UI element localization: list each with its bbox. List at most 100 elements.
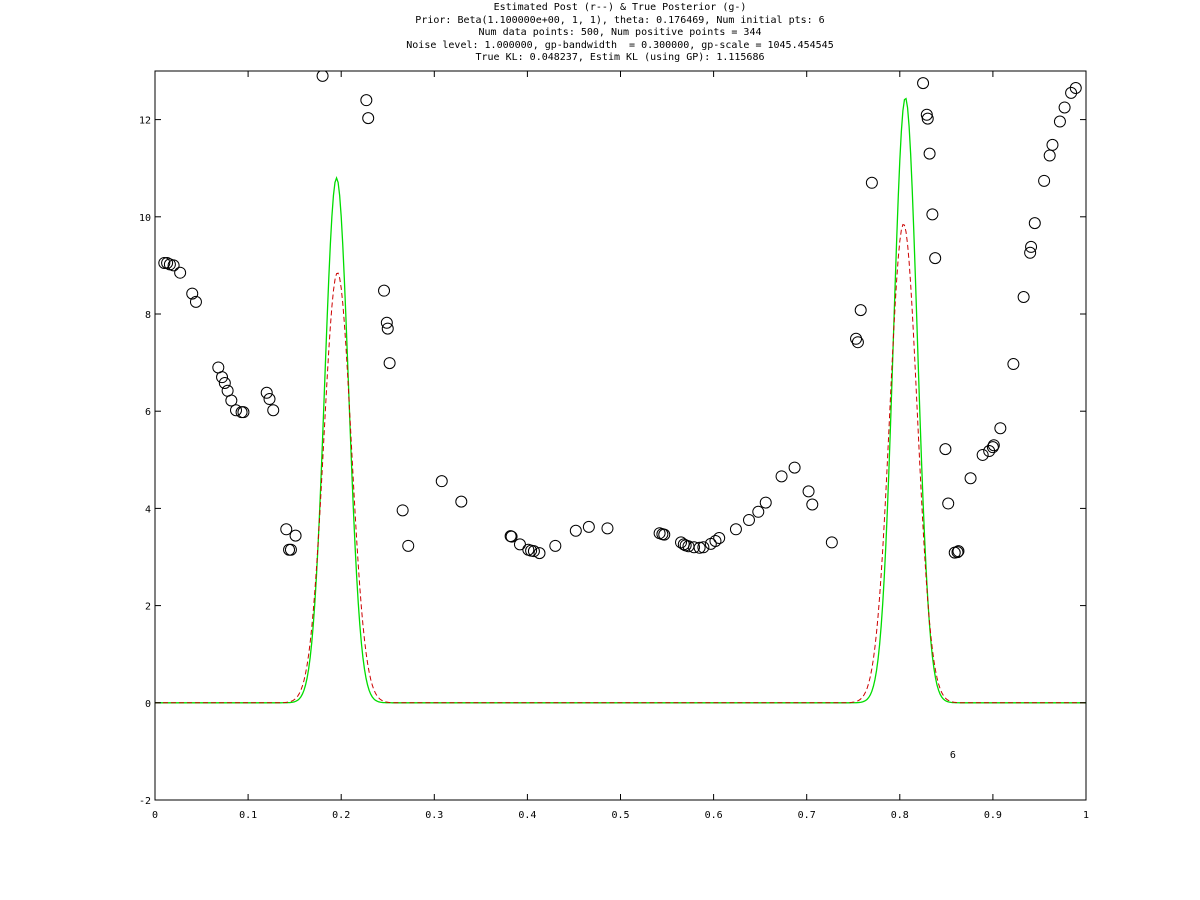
- data-point: [533, 547, 546, 560]
- data-point: [752, 505, 765, 518]
- data-point: [709, 534, 722, 547]
- data-point: [225, 394, 238, 407]
- data-point: [729, 523, 742, 536]
- data-point: [986, 441, 999, 454]
- data-point: [920, 108, 933, 121]
- data-point: [260, 386, 273, 399]
- data-point: [788, 461, 801, 474]
- x-tick-label: 0.8: [891, 810, 909, 821]
- x-tick-label: 0.5: [611, 810, 629, 821]
- data-point: [396, 504, 409, 517]
- data-point: [865, 176, 878, 189]
- chart-title-line-5: True KL: 0.048237, Estim KL (using GP): …: [475, 52, 765, 64]
- data-point: [360, 94, 373, 107]
- x-tick-label: 0: [152, 810, 158, 821]
- data-point: [917, 77, 930, 90]
- data-point: [1069, 82, 1082, 95]
- chart-title-line-3: Num data points: 500, Num positive point…: [478, 27, 762, 39]
- y-tick-label: 4: [145, 504, 151, 515]
- data-point: [455, 495, 468, 508]
- data-point: [854, 304, 867, 317]
- estimated-posterior-line: [155, 223, 1086, 704]
- data-point: [402, 539, 415, 552]
- plot-layer: [155, 71, 1086, 704]
- data-point: [802, 485, 815, 498]
- data-point: [697, 541, 710, 554]
- y-tick-label: 6: [145, 407, 151, 418]
- data-point: [775, 470, 788, 483]
- x-tick-label: 1: [1083, 810, 1089, 821]
- x-tick-label: 0.3: [425, 810, 443, 821]
- data-point: [693, 541, 706, 554]
- x-tick-label: 0.1: [239, 810, 257, 821]
- data-point: [1017, 290, 1030, 303]
- data-point: [964, 472, 977, 485]
- y-tick-label: -2: [139, 796, 151, 807]
- data-point: [688, 541, 701, 554]
- data-point: [527, 545, 540, 558]
- data-point: [1028, 217, 1041, 230]
- data-point: [218, 377, 231, 390]
- data-point: [263, 393, 276, 406]
- y-tick-label: 8: [145, 310, 151, 321]
- data-point: [267, 404, 280, 417]
- data-point: [1065, 86, 1078, 99]
- data-point: [942, 497, 955, 510]
- data-point: [1024, 246, 1037, 259]
- data-point: [851, 336, 864, 349]
- data-point: [505, 530, 518, 543]
- data-point: [582, 520, 595, 533]
- data-point: [1007, 358, 1020, 371]
- data-point: [850, 332, 863, 345]
- data-point: [362, 112, 375, 125]
- data-point: [987, 439, 1000, 452]
- data-point: [923, 147, 936, 160]
- data-point: [189, 295, 202, 308]
- data-point: [976, 448, 989, 461]
- data-point: [806, 498, 819, 511]
- data-point: [742, 514, 755, 527]
- y-tick-label: 10: [139, 213, 151, 224]
- axes-layer: 0 0.1 0.2 0.3 0.4 0.5 0.6 0.7 0.8 0.9 1-2024681012…: [139, 70, 1089, 821]
- data-point: [926, 208, 939, 221]
- data-point: [513, 538, 526, 551]
- chart-title-line-2: Prior: Beta(1.100000e+00, 1, 1), theta: …: [415, 14, 825, 26]
- data-point: [1025, 240, 1038, 253]
- x-tick-label: 0.4: [518, 810, 536, 821]
- chart-title-block: Estimated Post (r--) & True Posterior (g…: [0, 2, 1200, 65]
- data-point: [383, 357, 396, 370]
- data-point: [1038, 174, 1051, 187]
- data-point: [289, 529, 302, 542]
- x-tick-label: 0.7: [798, 810, 816, 821]
- chart-title-line-4: Noise level: 1.000000, gp-bandwidth = 0.…: [406, 39, 834, 51]
- data-point: [158, 256, 171, 269]
- y-tick-label: 12: [139, 116, 151, 127]
- data-point: [601, 522, 614, 535]
- data-point: [380, 316, 393, 329]
- true-posterior-line: [155, 97, 1086, 704]
- data-point: [186, 287, 199, 300]
- data-point: [549, 539, 562, 552]
- y-tick-label: 0: [145, 699, 151, 710]
- data-point: [174, 266, 187, 279]
- data-point: [1043, 149, 1056, 162]
- x-tick-label: 0.2: [332, 810, 350, 821]
- data-point: [161, 256, 174, 269]
- data-point: [1053, 115, 1066, 128]
- data-point: [316, 71, 329, 82]
- data-point: [952, 545, 965, 558]
- data-point: [230, 404, 242, 417]
- data-point: [216, 371, 229, 384]
- data-point: [921, 112, 934, 125]
- initial-points-annotation: 6: [950, 750, 956, 761]
- data-point: [825, 536, 838, 549]
- data-point: [929, 252, 942, 265]
- data-point: [381, 322, 394, 335]
- data-point: [378, 284, 391, 297]
- data-point: [284, 543, 297, 556]
- x-tick-label: 0.9: [984, 810, 1002, 821]
- data-point: [280, 523, 293, 536]
- data-point: [951, 546, 964, 559]
- data-point: [1046, 138, 1059, 151]
